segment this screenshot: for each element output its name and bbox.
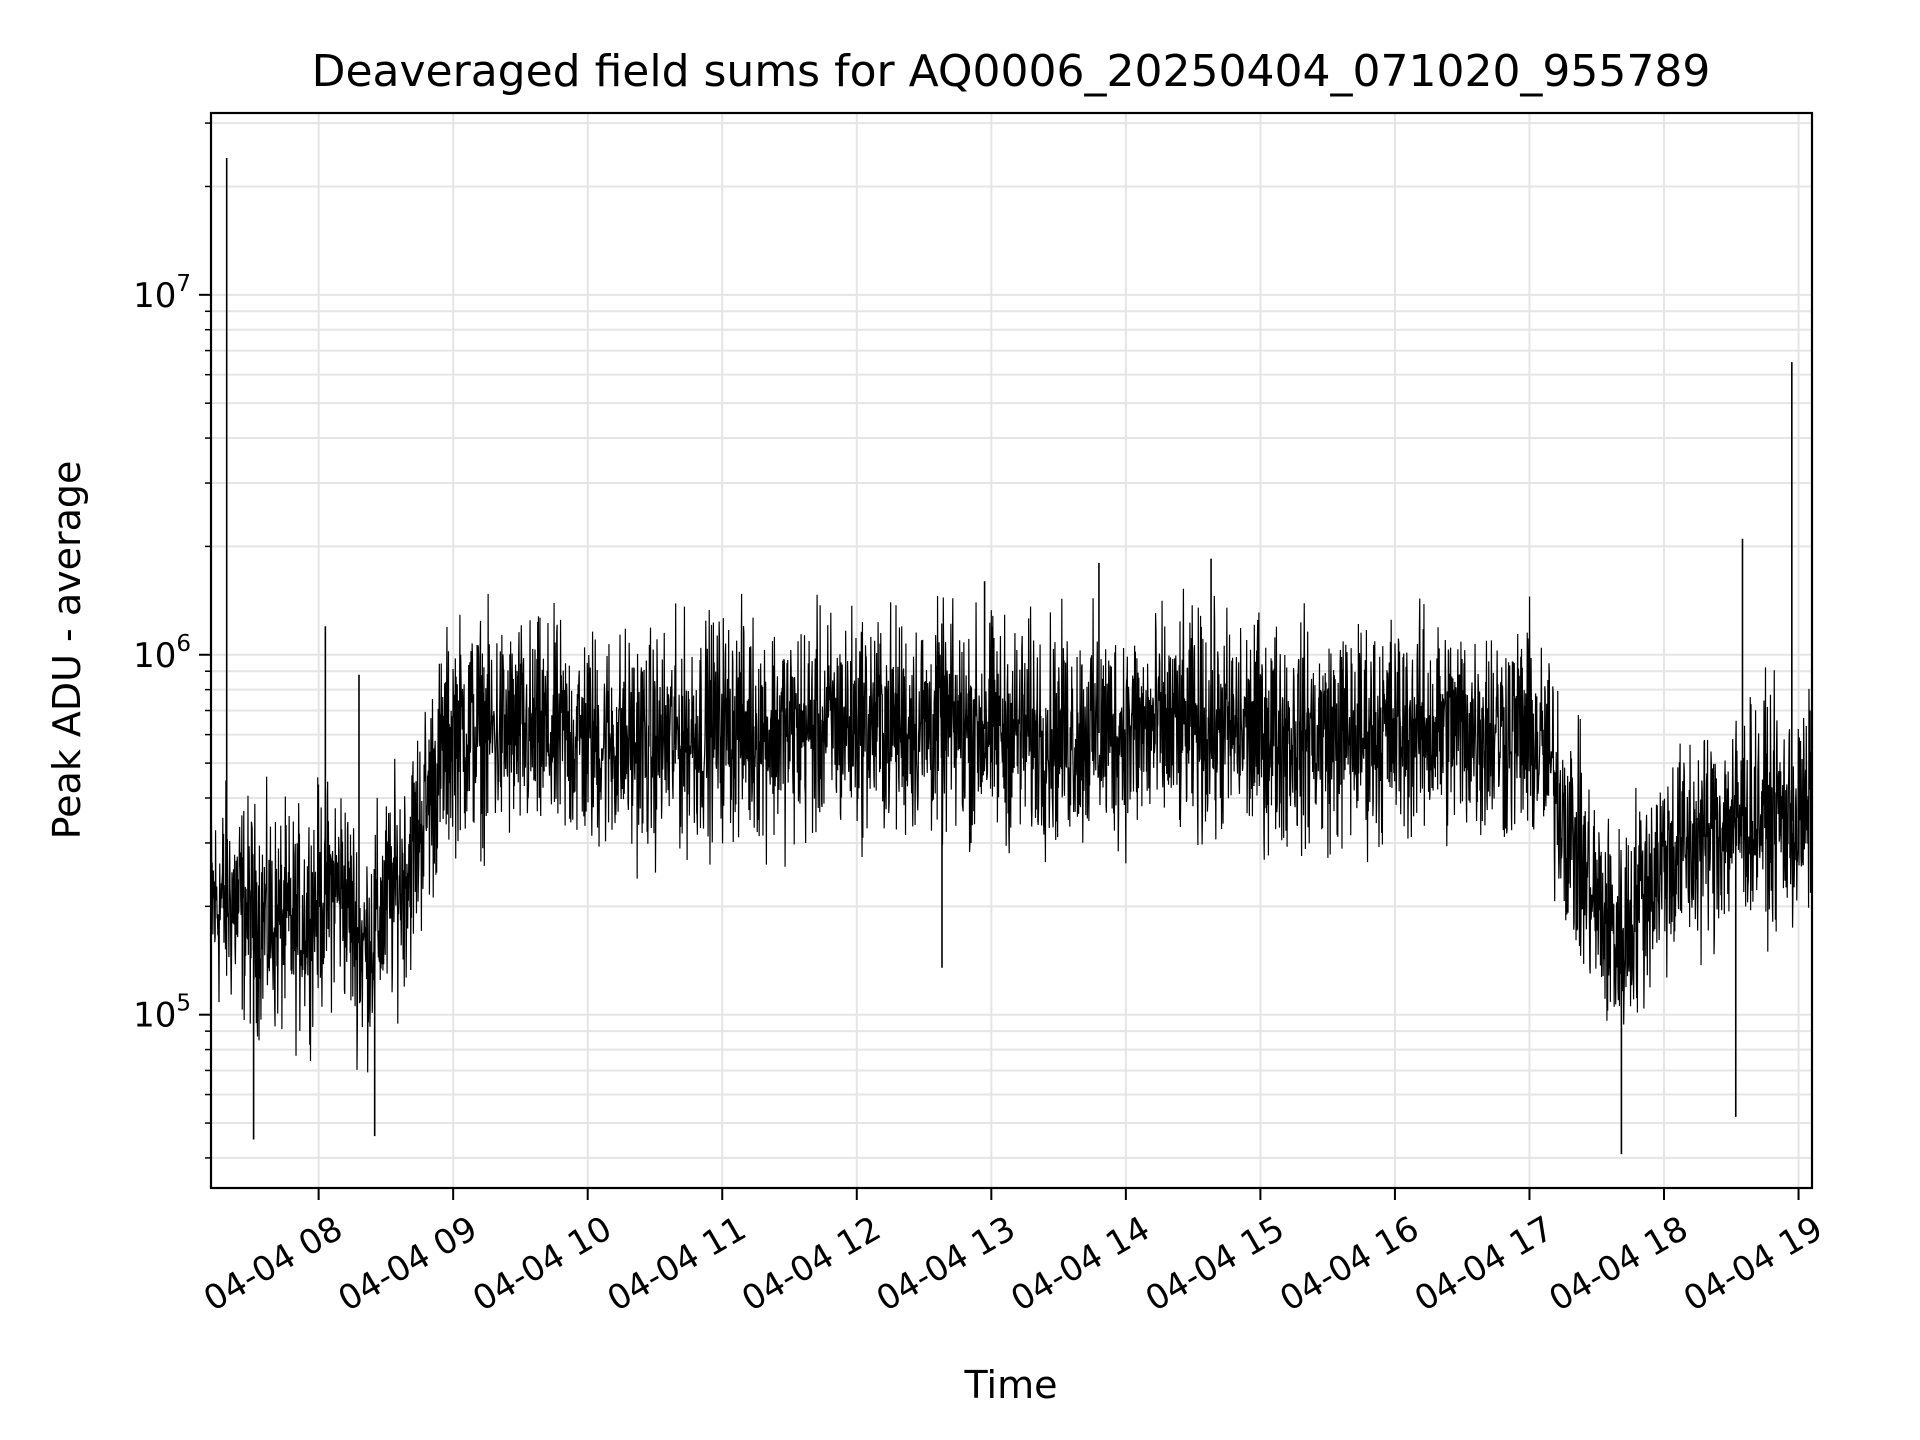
x-tick-label: 04-04 16 bbox=[1273, 1209, 1425, 1320]
x-tick-label: 04-04 18 bbox=[1543, 1209, 1695, 1320]
x-tick-label: 04-04 09 bbox=[332, 1209, 484, 1320]
x-tick-label: 04-04 17 bbox=[1408, 1209, 1560, 1320]
x-tick-label: 04-04 08 bbox=[197, 1209, 349, 1320]
x-tick-label: 04-04 12 bbox=[735, 1209, 887, 1320]
x-tick-label: 04-04 14 bbox=[1004, 1209, 1156, 1320]
plot-frame bbox=[209, 111, 1814, 1190]
y-tick-label: 106 bbox=[133, 631, 191, 676]
x-tick-label: 04-04 19 bbox=[1677, 1209, 1829, 1320]
x-tick-label: 04-04 15 bbox=[1139, 1209, 1291, 1320]
y-tick-label: 107 bbox=[133, 271, 191, 316]
y-tick-label: 105 bbox=[133, 991, 191, 1036]
x-tick-label: 04-04 11 bbox=[601, 1209, 753, 1320]
x-tick-label: 04-04 10 bbox=[466, 1209, 618, 1320]
x-tick-label: 04-04 13 bbox=[870, 1209, 1022, 1320]
chart-title: Deaveraged field sums for AQ0006_2025040… bbox=[312, 46, 1711, 97]
series-group bbox=[210, 157, 1813, 1155]
y-axis: 105 106 107 bbox=[133, 122, 211, 1159]
y-axis-label: Peak ADU - average bbox=[45, 461, 89, 840]
series-line bbox=[210, 588, 1813, 1073]
grid-lines bbox=[211, 113, 1812, 1188]
x-axis-label: Time bbox=[964, 1363, 1058, 1407]
